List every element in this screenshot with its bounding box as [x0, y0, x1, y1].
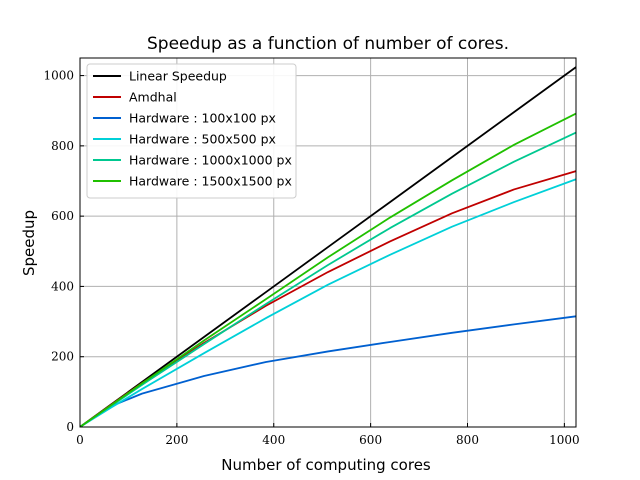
series-line-3 — [80, 178, 577, 428]
x-tick-label: 200 — [165, 433, 188, 447]
legend-box — [86, 63, 297, 199]
x-tick-label: 0 — [76, 433, 84, 447]
y-axis-title: Speedup — [20, 210, 38, 276]
series-line-1 — [79, 170, 577, 428]
series-line-2 — [79, 315, 577, 428]
x-tick-label: 600 — [359, 433, 382, 447]
legend-label: Hardware : 1000x1000 px — [129, 153, 292, 168]
legend-label: Amdhal — [129, 90, 177, 105]
series-line-5 — [79, 112, 577, 428]
series-lines — [79, 66, 577, 428]
y-tick-label: 600 — [51, 209, 74, 223]
y-tick-label: 0 — [66, 420, 74, 434]
y-tick-label: 400 — [51, 279, 74, 293]
chart-title: Speedup as a function of number of cores… — [147, 34, 509, 54]
y-tick-label: 800 — [51, 139, 74, 153]
x-tick-label: 400 — [262, 433, 285, 447]
y-tick-label: 1000 — [43, 69, 74, 83]
x-tick-label: 800 — [456, 433, 479, 447]
axis-ticks: 0 200 400 600 800 1000 0 200 400 600 800 1000 — [43, 69, 579, 447]
legend: Linear Speedup Amdhal Hardware : 100x100 p… — [86, 63, 297, 199]
x-tick-label: 1000 — [549, 433, 580, 447]
y-tick-label: 200 — [51, 350, 74, 364]
plot-frame — [79, 57, 577, 428]
legend-label: Hardware : 500x500 px — [129, 132, 276, 147]
legend-label: Linear Speedup — [129, 69, 227, 84]
legend-label: Hardware : 1500x1500 px — [129, 174, 292, 189]
legend-label: Hardware : 100x100 px — [129, 111, 276, 126]
x-axis-title: Number of computing cores — [221, 456, 431, 474]
